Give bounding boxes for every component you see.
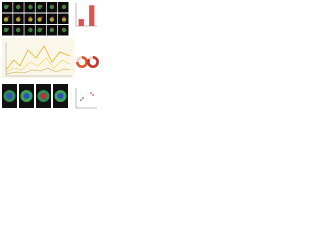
speckle bbox=[51, 28, 54, 30]
donut-chart bbox=[87, 56, 99, 69]
speckle bbox=[63, 5, 65, 7]
speckle bbox=[29, 16, 32, 19]
speckle bbox=[7, 5, 9, 7]
cell-images bbox=[2, 84, 68, 108]
speckle bbox=[40, 5, 43, 7]
nucleus bbox=[40, 93, 47, 99]
point bbox=[80, 99, 82, 101]
page: (() => { const data = JSON.parse(documen… bbox=[0, 0, 100, 112]
speckle bbox=[51, 5, 54, 7]
nucleus bbox=[57, 93, 64, 99]
bar bbox=[78, 19, 84, 26]
speckle bbox=[28, 4, 33, 10]
trace bbox=[5, 57, 71, 73]
profile-panel bbox=[2, 38, 74, 78]
bar bbox=[89, 5, 95, 27]
nucleus bbox=[6, 93, 13, 99]
speckle bbox=[61, 4, 67, 10]
point bbox=[90, 92, 92, 94]
speckle bbox=[18, 16, 21, 19]
speckle bbox=[28, 17, 33, 22]
bar-chart bbox=[75, 3, 97, 27]
speckle bbox=[3, 17, 9, 22]
point bbox=[92, 94, 94, 96]
speckle bbox=[63, 28, 65, 30]
donut-chart bbox=[76, 56, 88, 68]
nucleus bbox=[23, 93, 30, 99]
trace bbox=[5, 45, 71, 71]
panel-background bbox=[2, 38, 74, 78]
trace bbox=[5, 67, 71, 75]
speckle bbox=[29, 5, 32, 7]
speckle bbox=[18, 28, 21, 30]
speckle bbox=[29, 28, 32, 30]
speckle bbox=[37, 17, 42, 22]
donut-slice bbox=[88, 56, 93, 61]
micrograph-grid bbox=[2, 2, 69, 36]
donut-slice bbox=[87, 56, 99, 69]
speckle bbox=[18, 5, 21, 7]
speckle bbox=[63, 16, 65, 19]
speckle bbox=[51, 16, 54, 19]
speckle bbox=[7, 28, 9, 30]
speckle bbox=[28, 27, 33, 33]
speckle bbox=[40, 28, 43, 30]
donut-slice bbox=[76, 56, 88, 68]
speckle bbox=[7, 16, 9, 19]
point bbox=[82, 97, 84, 99]
speckle bbox=[40, 16, 43, 19]
speckle bbox=[61, 17, 67, 22]
scatter-panel bbox=[75, 88, 97, 109]
figure bbox=[2, 2, 99, 109]
donut-slice bbox=[76, 56, 82, 62]
